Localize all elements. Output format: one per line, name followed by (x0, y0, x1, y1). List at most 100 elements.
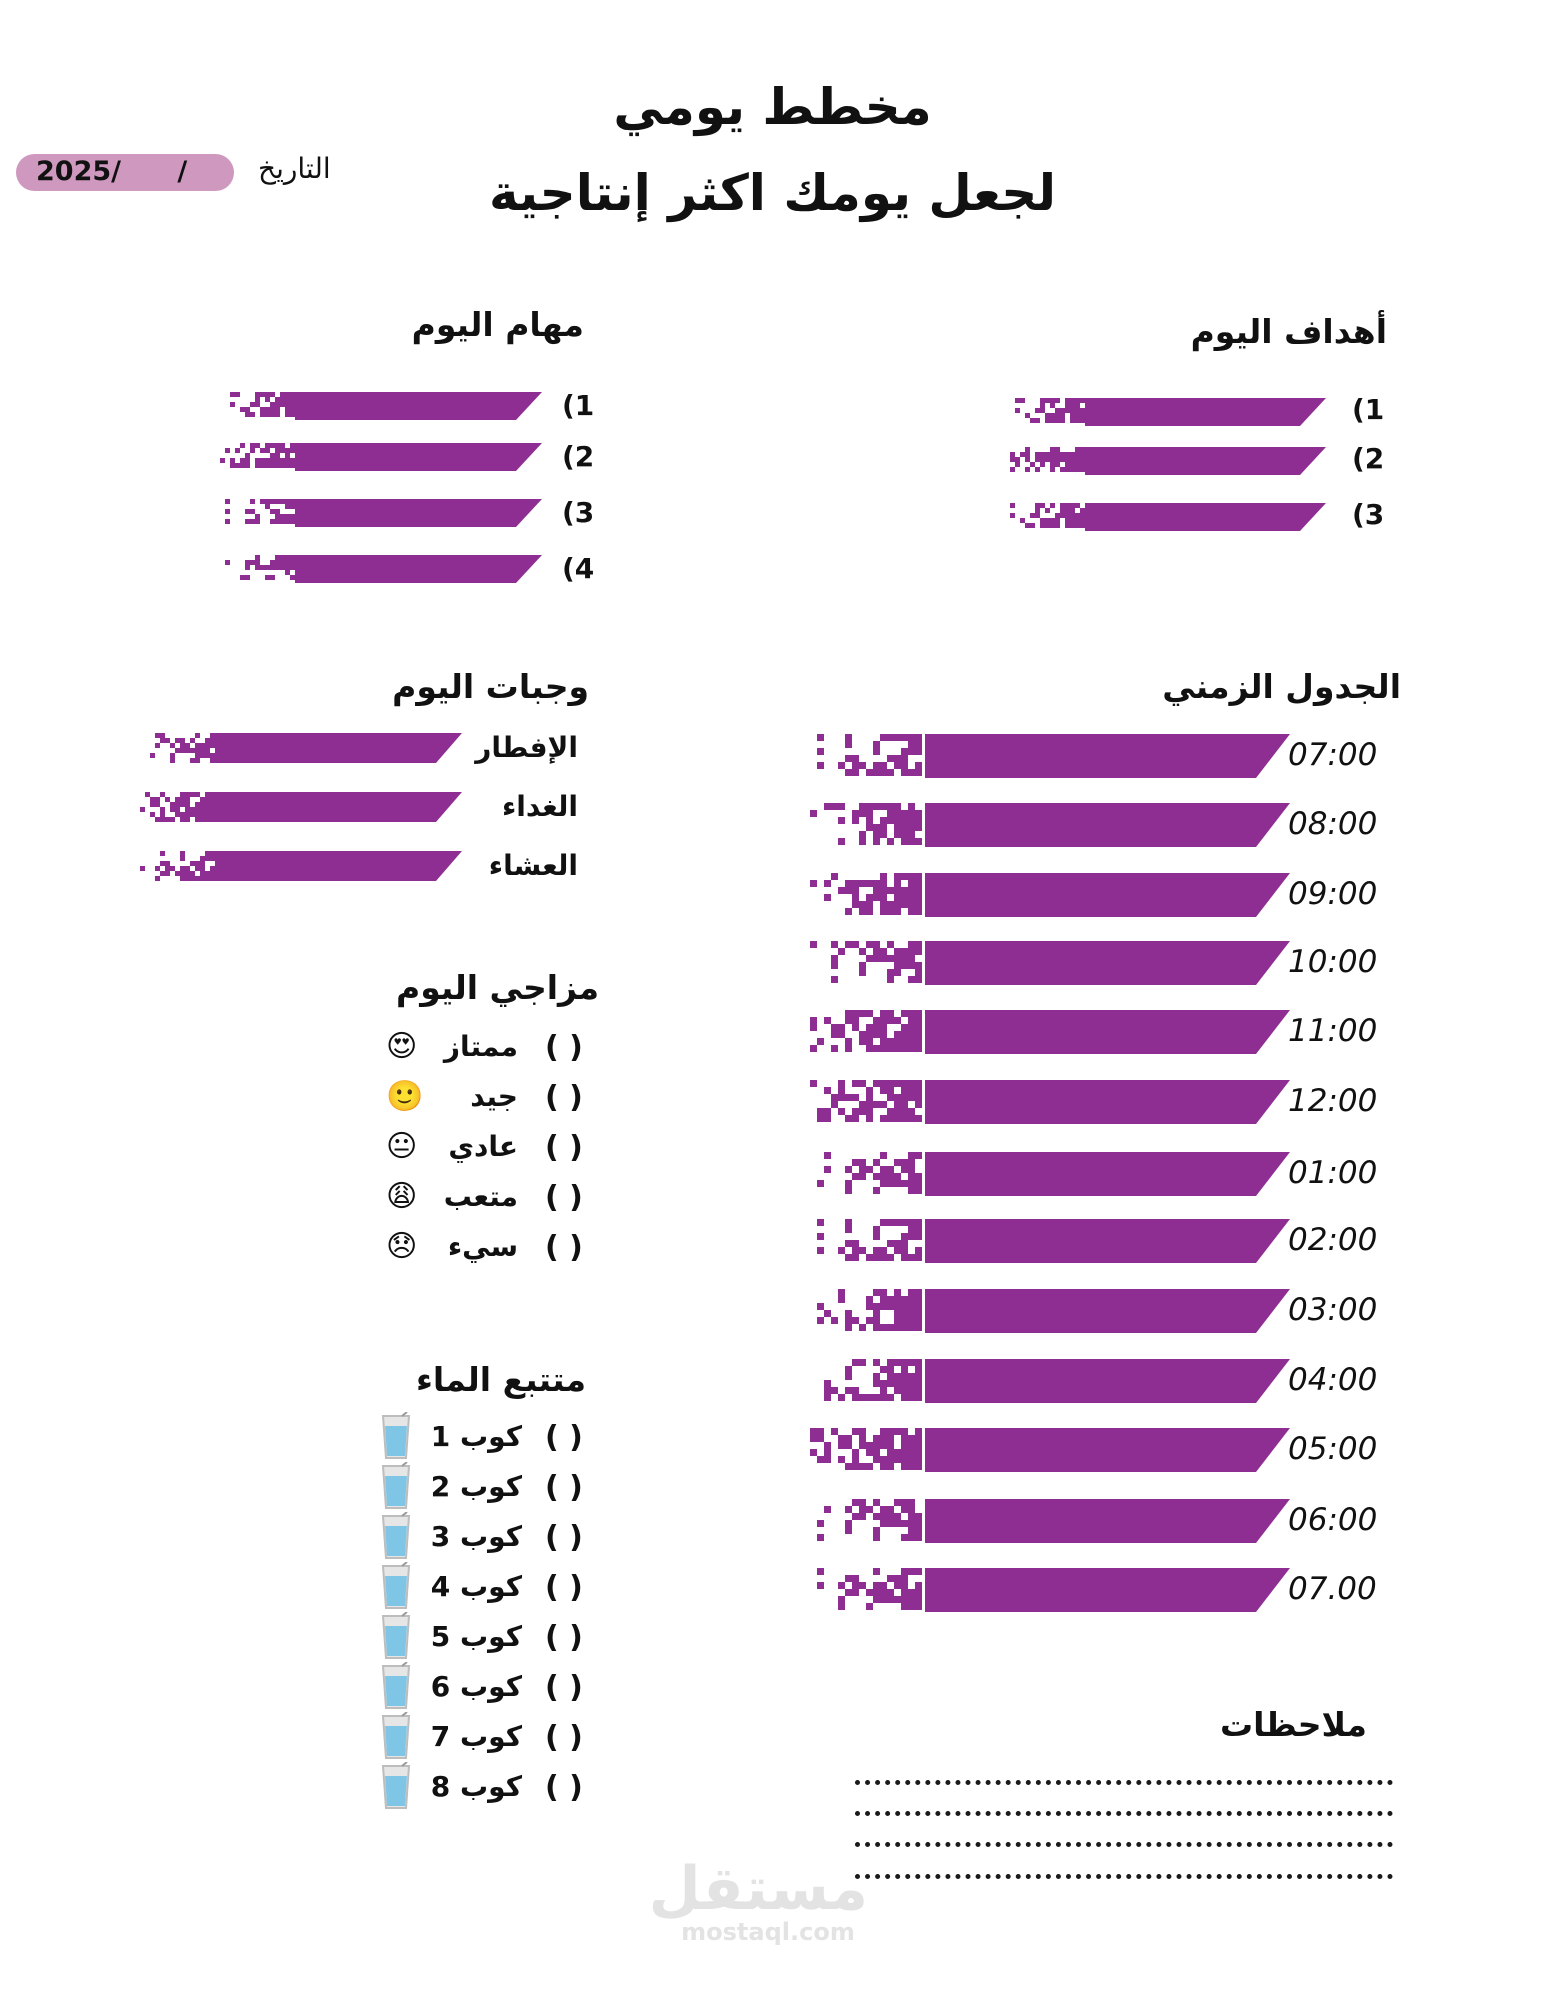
writing-bar[interactable] (295, 499, 542, 527)
water-glass-icon (381, 1662, 411, 1709)
mood-heading: مزاجي اليوم (396, 968, 599, 1007)
water-checkbox[interactable]: ( ) (545, 1420, 583, 1455)
bar-pixel-fade (220, 555, 295, 583)
mood-checkbox[interactable]: ( ) (545, 1130, 583, 1165)
time-label: 10:00 (1288, 944, 1378, 980)
writing-bar[interactable] (215, 792, 462, 822)
bar-pixel-fade (810, 734, 925, 778)
water-glass-icon (381, 1512, 411, 1559)
writing-bar[interactable] (295, 392, 542, 420)
water-checkbox[interactable]: ( ) (545, 1770, 583, 1805)
bar-pixel-fade (1010, 447, 1085, 475)
water-glass-icon (381, 1762, 411, 1809)
water-cup-label: كوب 3 (430, 1520, 522, 1553)
mood-checkbox[interactable]: ( ) (545, 1180, 583, 1215)
water-heading: متتبع الماء (416, 1360, 586, 1399)
page-title: مخطط يومي (613, 78, 932, 136)
writing-bar[interactable] (295, 555, 542, 583)
watermark-logo: مستقل (648, 1854, 868, 1924)
writing-bar[interactable] (925, 1428, 1290, 1472)
mood-checkbox[interactable]: ( ) (545, 1230, 583, 1265)
writing-bar[interactable] (925, 1568, 1290, 1612)
writing-bar[interactable] (925, 1289, 1290, 1333)
schedule-heading: الجدول الزمني (1162, 667, 1401, 706)
goal-number: (3 (1352, 498, 1385, 531)
writing-bar[interactable] (925, 803, 1290, 847)
bar-pixel-fade (1010, 503, 1085, 531)
water-glass-icon (381, 1562, 411, 1609)
time-label: 11:00 (1288, 1013, 1378, 1049)
task-number: (3 (562, 496, 595, 529)
water-glass-icon (381, 1412, 411, 1459)
time-label: 06:00 (1288, 1502, 1378, 1538)
bar-pixel-fade (810, 1080, 925, 1124)
bar-pixel-fade (220, 443, 295, 471)
water-checkbox[interactable]: ( ) (545, 1720, 583, 1755)
writing-bar[interactable] (925, 1010, 1290, 1054)
water-checkbox[interactable]: ( ) (545, 1570, 583, 1605)
writing-bar[interactable] (925, 1499, 1290, 1543)
goal-number: (1 (1352, 393, 1385, 426)
water-glass-icon (381, 1612, 411, 1659)
time-label: 08:00 (1288, 806, 1378, 842)
bar-pixel-fade (810, 1152, 925, 1196)
writing-bar[interactable] (295, 443, 542, 471)
page-subtitle: لجعل يومك اكثر إنتاجية (488, 164, 1057, 222)
water-cup-label: كوب 5 (430, 1620, 522, 1653)
writing-bar[interactable] (215, 733, 462, 763)
bar-pixel-fade (810, 1359, 925, 1403)
writing-bar[interactable] (925, 873, 1290, 917)
notes-line[interactable] (855, 1874, 1393, 1879)
mood-checkbox[interactable]: ( ) (545, 1080, 583, 1115)
water-checkbox[interactable]: ( ) (545, 1470, 583, 1505)
time-label: 07:00 (1288, 737, 1378, 773)
writing-bar[interactable] (1085, 398, 1326, 426)
writing-bar[interactable] (925, 1080, 1290, 1124)
writing-bar[interactable] (925, 734, 1290, 778)
water-checkbox[interactable]: ( ) (545, 1670, 583, 1705)
water-cup-label: كوب 2 (430, 1470, 522, 1503)
time-label: 01:00 (1288, 1155, 1378, 1191)
meals-heading: وجبات اليوم (392, 667, 589, 706)
water-cup-label: كوب 8 (430, 1770, 522, 1803)
meal-label: الإفطار (475, 731, 578, 764)
watermark-site: mostaql.com (681, 1918, 855, 1946)
mood-label: متعب (443, 1180, 518, 1213)
goal-number: (2 (1352, 442, 1385, 475)
bar-pixel-fade (220, 392, 295, 420)
water-checkbox[interactable]: ( ) (545, 1520, 583, 1555)
writing-bar[interactable] (925, 1219, 1290, 1263)
bar-pixel-fade (810, 941, 925, 985)
writing-bar[interactable] (215, 851, 462, 881)
notes-heading: ملاحظات (1220, 1705, 1367, 1744)
notes-line[interactable] (855, 1811, 1393, 1816)
time-label: 05:00 (1288, 1431, 1378, 1467)
bar-pixel-fade (810, 803, 925, 847)
notes-line[interactable] (855, 1780, 1393, 1785)
date-field[interactable]: 2025/ / (16, 154, 234, 191)
task-number: (1 (562, 389, 595, 422)
writing-bar[interactable] (1085, 447, 1326, 475)
water-cup-label: كوب 7 (430, 1720, 522, 1753)
bar-pixel-fade (810, 1219, 925, 1263)
writing-bar[interactable] (925, 1359, 1290, 1403)
water-glass-icon (381, 1462, 411, 1509)
water-checkbox[interactable]: ( ) (545, 1620, 583, 1655)
mood-label: ممتاز (443, 1030, 518, 1063)
notes-line[interactable] (855, 1842, 1393, 1847)
water-glass-icon (381, 1712, 411, 1759)
writing-bar[interactable] (925, 941, 1290, 985)
meal-label: العشاء (488, 849, 578, 882)
mood-checkbox[interactable]: ( ) (545, 1030, 583, 1065)
writing-bar[interactable] (1085, 503, 1326, 531)
smile-icon: 🙂 (386, 1079, 424, 1114)
task-number: (4 (562, 552, 595, 585)
bar-pixel-fade (140, 733, 215, 763)
bar-pixel-fade (810, 873, 925, 917)
mood-label: عادي (448, 1130, 518, 1163)
time-label: 09:00 (1288, 876, 1378, 912)
bar-pixel-fade (810, 1499, 925, 1543)
neutral-icon: 😐 (386, 1129, 418, 1164)
sad-icon: 😞 (386, 1229, 418, 1264)
writing-bar[interactable] (925, 1152, 1290, 1196)
